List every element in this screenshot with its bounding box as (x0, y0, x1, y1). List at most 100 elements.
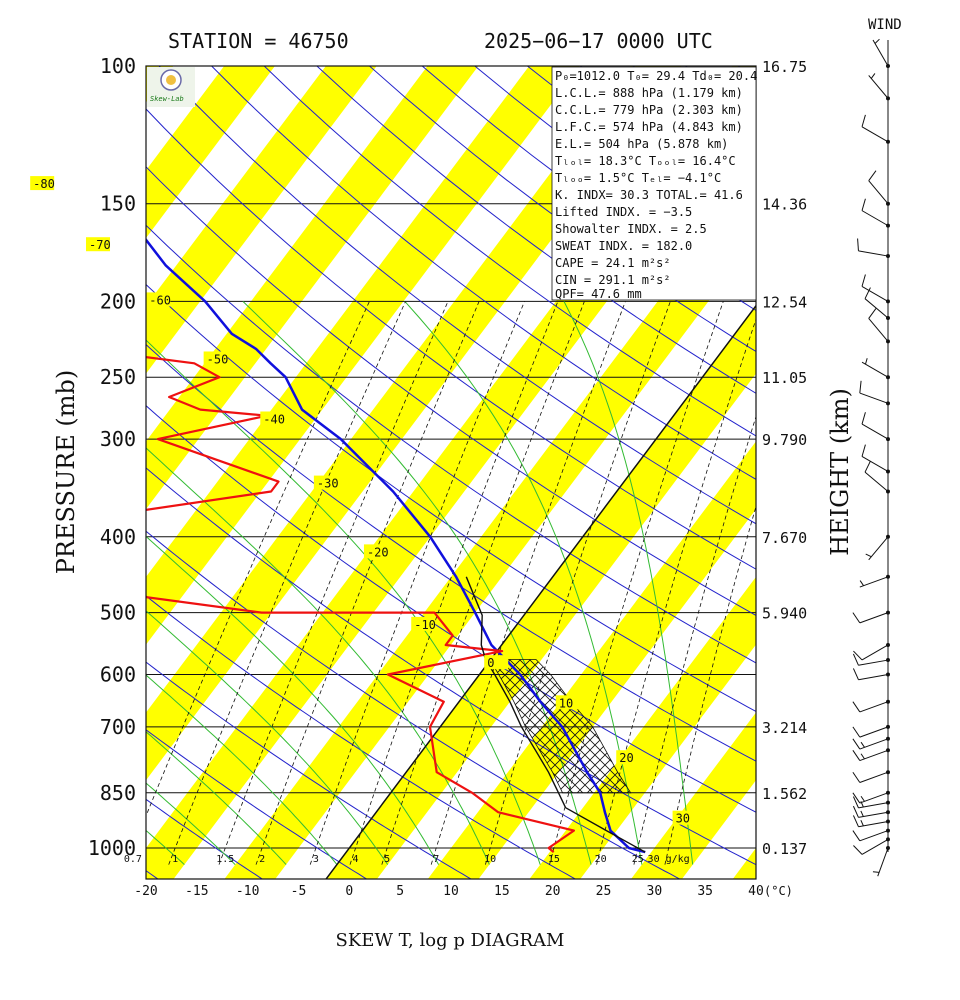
wind-barb-flag (852, 805, 859, 818)
wind-barb-flag (853, 845, 863, 855)
wind-barb (861, 412, 890, 442)
wind-level-dot (886, 437, 890, 442)
height-tick-labels: 16.75 14.36 12.54 11.05 9.790 7.670 5.940 3.214… (762, 58, 807, 858)
wind-barb-shaft (868, 180, 889, 205)
profile-series (146, 237, 646, 854)
wind-barb (861, 358, 890, 380)
isotherm-label-bg (260, 411, 285, 426)
pressure-tick-label: 200 (100, 289, 136, 313)
wind-barb-shaft (861, 126, 889, 143)
isotherm-label: 20 (619, 751, 633, 765)
isotherm-band (529, 576, 756, 879)
wind-barb-shaft (861, 423, 889, 440)
wind-barb (861, 274, 890, 304)
dewpoint-line (146, 356, 575, 853)
wind-level-dot (886, 299, 890, 304)
dry-adiabat (146, 224, 756, 664)
height-tick-label: 0.137 (762, 840, 807, 858)
height-tick-label: 12.54 (762, 293, 807, 311)
wind-barb (864, 460, 890, 494)
wind-barb-half (870, 73, 876, 79)
wind-barb (872, 38, 890, 68)
mixing-ratio-label: 1.5 (216, 854, 234, 865)
dry-adiabat (146, 283, 756, 713)
wind-level-dot (886, 201, 890, 206)
wind-barb-shaft (861, 456, 889, 472)
temperature-tick-label: 20 (545, 884, 561, 899)
wind-level-dot (886, 736, 890, 741)
pressure-tick-label: 300 (100, 427, 136, 451)
temperature-tick-label: -20 (134, 884, 157, 899)
isotherm-band (146, 66, 682, 781)
mixing-ratio-line (146, 301, 370, 817)
mixing-ratio-label: 25 (632, 854, 644, 865)
mixing-ratio-label: 15 (548, 854, 560, 865)
height-tick-label: 16.75 (762, 58, 807, 76)
wind-barb-shaft (861, 838, 889, 855)
wind-barb-shaft (861, 644, 889, 661)
wind-barb-half (865, 553, 872, 558)
wind-level-dot (886, 672, 890, 677)
temperature-tick-label: 5 (396, 884, 404, 899)
isotherm-label: -10 (414, 618, 436, 632)
wind-barb-shaft (859, 792, 889, 804)
mixing-ratio-line (430, 301, 626, 865)
isotherm-band (146, 66, 479, 510)
station-label: STATION = 46750 (168, 29, 349, 53)
pressure-tick-label: 250 (100, 365, 136, 389)
isotherm-label-bg (555, 695, 580, 710)
wind-level-dot (886, 64, 890, 68)
wind-barb-flag (861, 274, 866, 287)
wind-level-dot (886, 254, 890, 259)
wind-barb-flag (852, 612, 861, 624)
moist-adiabat (146, 782, 236, 865)
wind-barb (852, 828, 890, 842)
wind-level-dot (886, 315, 890, 320)
moist-adiabat (146, 447, 490, 865)
wind-barb-flag (852, 792, 861, 804)
mixing-ratio-label: 3 (313, 854, 319, 865)
wind-barb-flag (859, 380, 862, 394)
isotherm-label-bg (86, 237, 111, 252)
wind-barb (852, 805, 890, 818)
wind-barb-half (872, 871, 880, 873)
wind-level-dot (886, 96, 890, 101)
wind-barb-half (874, 38, 880, 44)
wind-barb (852, 790, 890, 804)
dry-adiabat (146, 467, 756, 866)
wind-barb-flag (852, 796, 859, 809)
isotherm-label-bg (203, 351, 228, 366)
mixing-ratio-labels: 0.7 1 1.5 2 3 4 5 7 10 15 20 25 30 g/kg (124, 854, 690, 865)
indices-surface: P₀=1012.0 T₀= 29.4 Td₀= 20.4 (555, 69, 757, 83)
wind-level-dot (886, 828, 890, 833)
wind-barb-shaft (868, 75, 889, 99)
indices-lfc: L.F.C.= 574 hPa (4.843 km) (555, 120, 743, 134)
isotherm-label-bg (672, 810, 697, 825)
indices-ccl: C.C.L.= 779 hPa (2.303 km) (555, 103, 743, 117)
mixing-ratio-line (255, 301, 480, 865)
wind-barb-flag (853, 650, 863, 661)
height-tick-label: 3.214 (762, 719, 807, 737)
dry-adiabat (146, 595, 577, 879)
wind-barb-shaft (859, 701, 889, 713)
wind-level-dot (886, 642, 890, 647)
wind-barb-half (865, 358, 868, 365)
mixing-ratio-label: 5 (384, 854, 390, 865)
wind-barb-half (860, 741, 865, 748)
indices-cin: CIN = 291.1 m²s² (555, 273, 671, 287)
wind-barb-flag (852, 830, 861, 842)
indices-tlfc: Tₗₒₒ= 1.5°C Tₑₗ= −4.1°C (555, 171, 721, 185)
wind-barb-half (859, 580, 864, 586)
moist-adiabat (146, 339, 541, 865)
isotherm-band (631, 712, 756, 879)
y2-axis-title: HEIGHT (km) (826, 388, 854, 556)
pressure-tick-label: 400 (100, 525, 136, 549)
wind-barb-flag (857, 238, 859, 251)
wind-barb-flag (868, 308, 877, 319)
isotherm-label-bg (363, 544, 388, 559)
wind-level-dot (886, 837, 890, 842)
indices-qpf: QPF= 47.6 mm (555, 287, 642, 301)
wind-level-dot (886, 790, 890, 795)
pressure-tick-label: 100 (100, 54, 136, 78)
mixing-ratio-label: 30 g/kg (648, 854, 690, 865)
